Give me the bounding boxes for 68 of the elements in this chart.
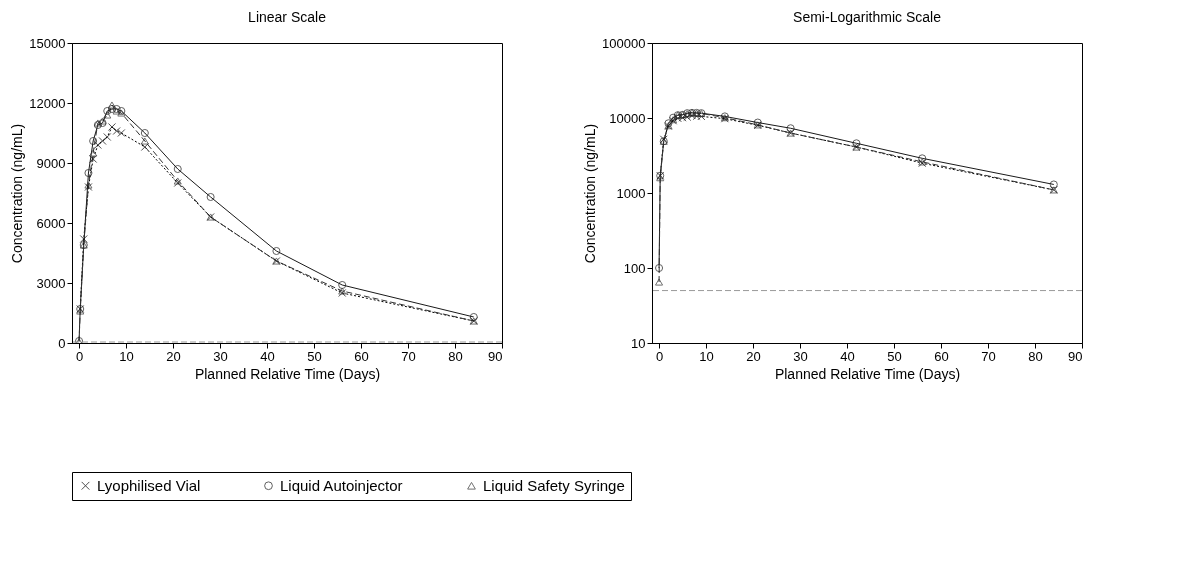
x-tick-label: 50 xyxy=(887,348,902,364)
point xyxy=(173,164,182,174)
point xyxy=(786,124,795,133)
point xyxy=(852,139,861,148)
point xyxy=(140,137,149,145)
y-tick-label: 6000 xyxy=(36,215,66,231)
point xyxy=(272,246,281,256)
x-axis-title: Planned Relative Time (Days) xyxy=(194,365,381,382)
x-tick-label: 20 xyxy=(746,348,761,364)
point xyxy=(1049,180,1058,189)
point xyxy=(469,312,478,322)
y-tick-label: 1000 xyxy=(616,185,646,201)
point xyxy=(206,192,215,202)
x-tick-label: 0 xyxy=(75,348,84,364)
x-tick-label: 10 xyxy=(699,348,714,364)
point xyxy=(103,106,112,116)
y-tick-label: 10000 xyxy=(609,110,646,126)
point xyxy=(107,101,116,109)
y-tick-label: 15000 xyxy=(29,35,66,51)
x-tick-label: 70 xyxy=(981,348,996,364)
x-tick-label: 10 xyxy=(119,348,134,364)
point xyxy=(89,136,98,146)
point xyxy=(84,168,93,178)
point xyxy=(117,128,126,138)
chart-title: Semi-Logarithmic Scale xyxy=(793,9,942,25)
y-tick-label: 12000 xyxy=(29,95,66,111)
y-axis-title: Concentration (ng/mL) xyxy=(9,123,26,264)
y-tick-label: 3000 xyxy=(36,275,66,291)
chart-title: Linear Scale xyxy=(248,9,327,25)
x-tick-label: 50 xyxy=(307,348,322,364)
x-tick-label: 90 xyxy=(1068,348,1083,364)
x-tick-label: 20 xyxy=(166,348,181,364)
legend-label: Liquid Safety Syringe xyxy=(483,476,625,494)
x-tick-label: 40 xyxy=(840,348,855,364)
point xyxy=(79,234,88,244)
point xyxy=(89,154,98,164)
point xyxy=(655,278,664,286)
x-tick-label: 80 xyxy=(1028,348,1043,364)
y-tick-label: 0 xyxy=(58,335,66,351)
x-axis-title: Planned Relative Time (Days) xyxy=(774,365,961,382)
point xyxy=(107,122,116,132)
x-tick-label: 60 xyxy=(934,348,949,364)
x-tick-label: 0 xyxy=(655,348,664,364)
point xyxy=(918,154,927,163)
point xyxy=(338,280,347,290)
point xyxy=(140,128,149,138)
y-tick-label: 100 xyxy=(623,260,646,276)
point xyxy=(103,132,112,142)
x-tick-label: 90 xyxy=(488,348,503,364)
x-tick-label: 60 xyxy=(354,348,369,364)
point xyxy=(98,136,107,146)
point xyxy=(140,142,149,152)
y-axis-title: Concentration (ng/mL) xyxy=(582,123,599,264)
y-tick-label: 9000 xyxy=(36,155,66,171)
y-tick-label: 10 xyxy=(631,335,646,351)
point xyxy=(93,140,102,150)
point xyxy=(655,263,664,273)
point xyxy=(112,126,121,136)
x-tick-label: 70 xyxy=(401,348,416,364)
x-tick-label: 30 xyxy=(213,348,228,364)
x-tick-label: 40 xyxy=(260,348,275,364)
point xyxy=(89,149,98,157)
x-tick-label: 30 xyxy=(793,348,808,364)
y-tick-label: 100000 xyxy=(602,35,646,51)
point xyxy=(103,111,112,119)
x-tick-label: 80 xyxy=(448,348,463,364)
legend-label: Liquid Autoinjector xyxy=(280,476,403,494)
legend-label: Lyophilised Vial xyxy=(97,476,201,494)
